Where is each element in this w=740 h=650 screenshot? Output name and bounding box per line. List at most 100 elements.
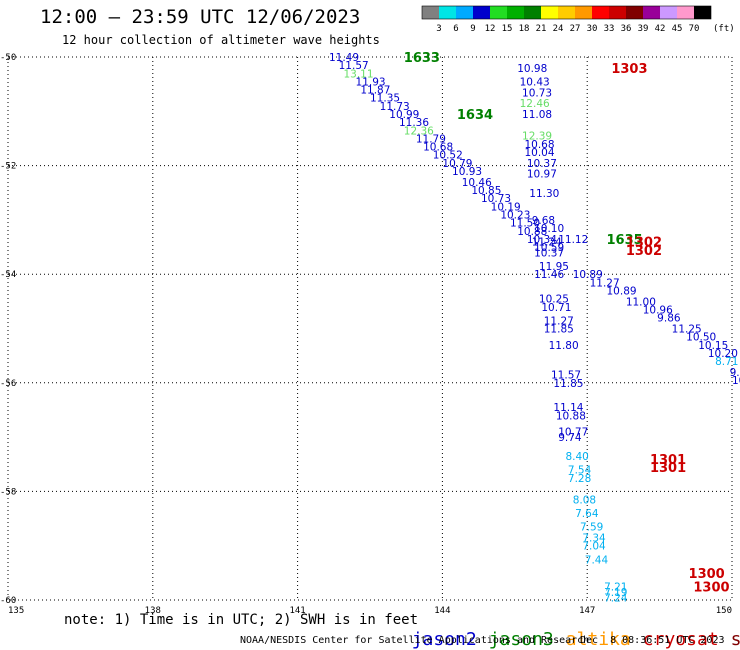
swh-data-point: 10.59 [534,242,564,254]
swh-data-point: 11.24 [532,237,562,249]
swh-data-point: 7.19 [604,587,627,599]
swh-data-point: 10.85 [471,185,501,197]
color-scale-label: 70 [689,24,700,34]
swh-data-point: 7.04 [582,541,606,553]
swh-data-point: 10.97 [527,169,557,181]
swh-data-point: 7.21 [604,581,627,593]
swh-data-point: 10.68 [524,139,554,151]
swh-data-point: 7.54 [568,465,592,477]
x-tick-label: 135 [8,606,24,616]
x-tick-label: 147 [579,606,595,616]
color-swatch [626,6,643,19]
swh-data-point: 11.14 [553,402,583,414]
swh-data-point: 11.79 [416,133,446,145]
pass-time-label: 1300 [689,567,725,582]
color-swatch [558,6,575,19]
swh-data-point: 11.25 [672,324,702,336]
swh-data-point: 7.44 [585,554,609,566]
legend-jason2: jason2 [411,629,477,650]
swh-data-point: 10.79 [442,158,472,170]
swh-data-point: 10.73 [481,193,511,205]
swh-data-point: 9.98 [730,367,740,379]
legend-altika: altika [565,629,631,650]
legend-cryosat: cryosat [642,629,719,650]
color-scale-label: 30 [587,24,598,34]
swh-data-point: 10.37 [527,158,557,170]
color-scale-label: 3 [436,24,441,34]
swh-data-point: 10.15 [698,340,728,352]
swh-data-point: 8.40 [565,451,588,463]
swh-data-point: 9.74 [558,432,582,444]
y-tick-label: -54 [0,270,16,280]
swh-data-point: 10.88 [517,226,547,238]
swh-data-point: 11.57 [339,60,369,72]
color-swatch [422,6,439,19]
swh-data-point: 11.73 [380,101,410,113]
color-swatch [507,6,524,19]
color-scale-label: 12 [485,24,496,34]
color-swatch [490,6,507,19]
swh-data-point: 11.87 [360,85,390,97]
x-tick-label: 138 [145,606,161,616]
swh-data-point: 11.85 [553,378,583,390]
chart-title: 12:00 — 23:59 UTC 12/06/2023 [40,6,361,28]
pass-time-label: 1634 [457,108,493,123]
swh-data-point: 10.20 [708,348,738,360]
swh-data-point: 10.19 [491,201,521,213]
swh-data-point: 7.64 [575,508,599,520]
swh-data-point: 11.12 [558,234,588,246]
color-swatch [592,6,609,19]
x-tick-label: 141 [289,606,305,616]
swh-data-point: 10.71 [541,302,571,314]
x-tick-label: 144 [434,606,450,616]
swh-data-point: 10.43 [520,76,550,88]
swh-data-point: 11.46 [534,269,564,281]
pass-time-label: 1302 [626,236,662,251]
swh-data-point: 10. [732,375,740,387]
legend-jason3: jason3 [488,629,554,650]
swh-data-point: 11.27 [590,277,620,289]
swh-data-point: 7.24 [604,592,628,604]
swh-data-point: 10.04 [524,147,554,159]
swh-data-point: 11.93 [356,76,386,88]
swh-data-point: 10.77 [558,427,588,439]
swh-data-point: 9.68 [532,215,555,227]
swh-data-point: 11.30 [529,188,559,200]
y-tick-label: -58 [0,487,16,497]
swh-data-point: 10.25 [539,294,569,306]
color-swatch [456,6,473,19]
color-scale-label: (ft) [713,24,735,34]
color-swatch [609,6,626,19]
color-scale-label: 6 [453,24,458,34]
swh-data-point: 11.85 [544,324,574,336]
y-tick-label: -50 [0,53,16,63]
swh-data-point: 10.34 [527,234,557,246]
swh-data-point: 11.27 [544,315,574,327]
color-scale-label: 18 [519,24,530,34]
swh-data-point: 10.99 [389,109,419,121]
color-scale-label: 15 [502,24,513,34]
swh-data-point: 12.39 [522,131,552,143]
color-scale-label: 42 [655,24,666,34]
color-swatch [541,6,558,19]
credit-text: NOAA/NESDIS Center for Satellite Applica… [240,635,590,646]
swh-data-point: 9.86 [657,313,681,325]
color-scale-border [421,5,712,20]
color-scale-legend: 3 6 9 12 15 18 21 24 27 30 33 36 39 42 45 70 (ft) [421,5,735,34]
x-tick-label: 150 [716,606,732,616]
color-swatch [694,6,711,19]
color-swatch [660,6,677,19]
swh-data-point: 10.96 [643,304,673,316]
swh-data-point: 11.50 [510,218,540,230]
swh-data-point: 8.71 [715,356,738,368]
y-tick-label: -56 [0,379,16,389]
y-tick-label: -52 [0,162,16,172]
swh-data-point: 11.49 [329,52,359,64]
swh-data-point: 10.73 [522,87,552,99]
swh-data-point: 10.68 [423,142,453,154]
swh-data-point: 11.80 [549,340,579,352]
color-scale-label: 27 [570,24,581,34]
swh-data-point: 13.11 [343,68,373,80]
satellite-legend: jason2 jason3 altika cryosat s3a [390,608,740,650]
